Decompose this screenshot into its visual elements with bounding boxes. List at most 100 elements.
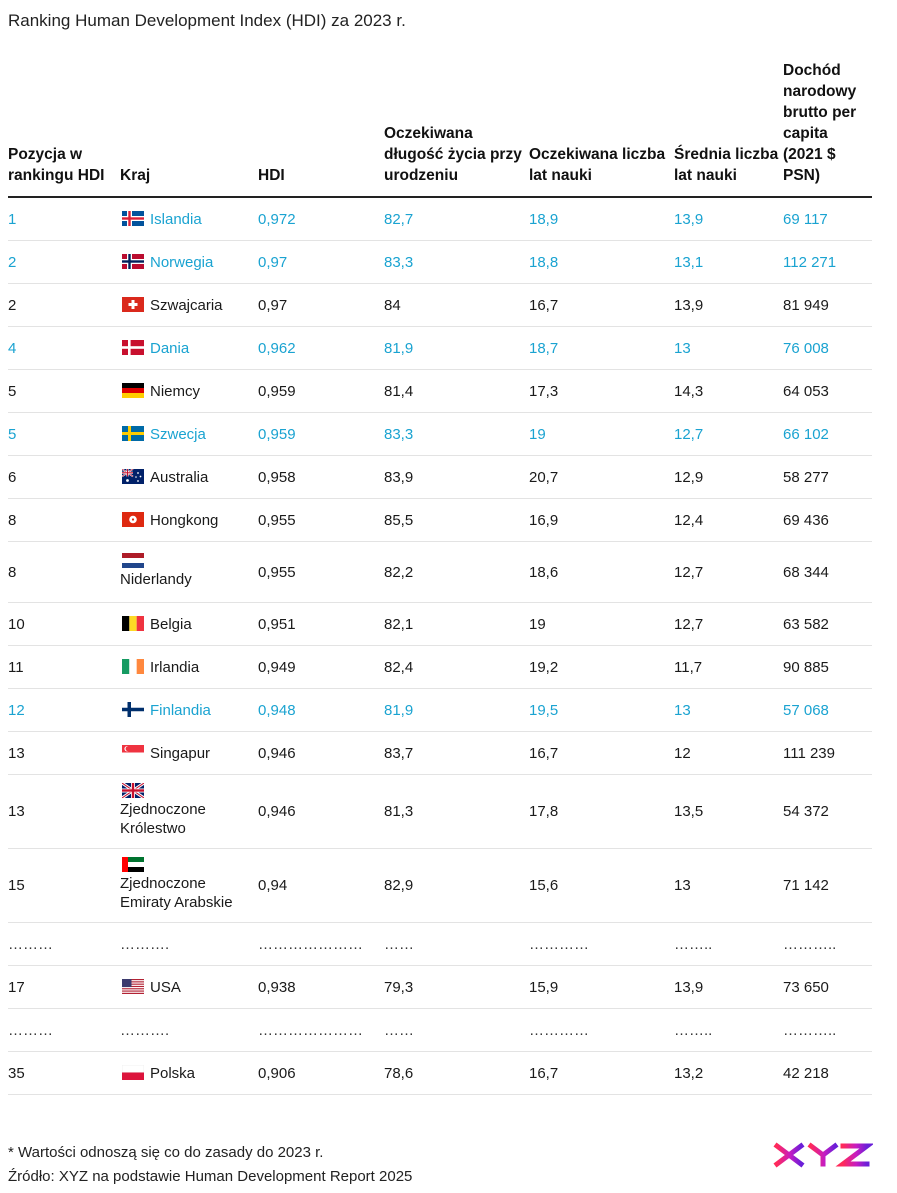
source-note: Źródło: XYZ na podstawie Human Developme…: [8, 1168, 413, 1185]
gni-cell: 68 344: [783, 541, 872, 603]
gni-cell: 63 582: [783, 602, 872, 646]
rank-cell: 12: [8, 688, 120, 732]
country-cell: Finlandia: [120, 688, 258, 732]
hdi-cell: 0,951: [258, 602, 384, 646]
expected-schooling-cell: 19,5: [529, 688, 674, 732]
australia-flag-icon: [122, 468, 144, 484]
header-hdi: HDI: [258, 60, 384, 198]
expected-schooling-cell: 16,7: [529, 283, 674, 327]
life-expectancy-cell: 81,9: [384, 688, 529, 732]
mean-schooling-cell: 13,1: [674, 240, 783, 284]
mean-schooling-cell: 13,2: [674, 1051, 783, 1095]
ellipsis-cell: ……….: [120, 1008, 258, 1052]
table-row: 13 Zjednoczone Królestwo 0,946 81,3 17,8 13,5…: [8, 774, 872, 849]
ellipsis-cell: ………..: [783, 1008, 872, 1052]
life-expectancy-cell: 85,5: [384, 498, 529, 542]
expected-schooling-cell: 15,9: [529, 965, 674, 1009]
rank-cell: 10: [8, 602, 120, 646]
gni-cell: 69 117: [783, 197, 872, 241]
hdi-cell: 0,958: [258, 455, 384, 499]
mean-schooling-cell: 13,5: [674, 774, 783, 849]
rank-cell: 13: [8, 731, 120, 775]
header-gni: Dochód narodowy brutto per capita (2021 …: [783, 60, 872, 198]
table-row: 5 Szwecja 0,959 83,3 19 12,7 66 102: [8, 412, 872, 456]
hdi-cell: 0,959: [258, 412, 384, 456]
table-row: 15 Zjednoczone Emiraty Arabskie 0,94 82,9 15…: [8, 848, 872, 923]
sweden-flag-icon: [122, 425, 144, 441]
mean-schooling-cell: 12: [674, 731, 783, 775]
header-mean-schooling: Średnia liczba lat nauki: [674, 60, 783, 198]
ellipsis-cell: ……….: [120, 922, 258, 966]
gni-cell: 69 436: [783, 498, 872, 542]
germany-flag-icon: [122, 382, 144, 398]
country-name: Niderlandy: [120, 571, 192, 588]
gni-cell: 58 277: [783, 455, 872, 499]
table-row: 11 Irlandia 0,949 82,4 19,2 11,7 90 885: [8, 645, 872, 689]
country-name: Dania: [150, 339, 190, 357]
iceland-flag-icon: [122, 210, 144, 226]
rank-cell: 1: [8, 197, 120, 241]
gni-cell: 42 218: [783, 1051, 872, 1095]
rank-cell: 13: [8, 774, 120, 849]
country-name: Irlandia: [150, 658, 200, 676]
expected-schooling-cell: 18,6: [529, 541, 674, 603]
rank-cell: 4: [8, 326, 120, 370]
country-cell: Szwecja: [120, 412, 258, 456]
expected-schooling-cell: 16,9: [529, 498, 674, 542]
life-expectancy-cell: 83,7: [384, 731, 529, 775]
gni-cell: 64 053: [783, 369, 872, 413]
ellipsis-cell: ……: [384, 922, 529, 966]
ellipsis-cell: …………………: [258, 922, 384, 966]
netherlands-flag-icon: [122, 553, 144, 568]
country-cell: Belgia: [120, 602, 258, 646]
country-name: Zjednoczone Emiraty Arabskie: [120, 875, 233, 911]
life-expectancy-cell: 81,9: [384, 326, 529, 370]
country-name: Hongkong: [150, 511, 219, 529]
expected-schooling-cell: 18,8: [529, 240, 674, 284]
table-row: 35 Polska 0,906 78,6 16,7 13,2 42 218: [8, 1051, 872, 1095]
country-cell: USA: [120, 965, 258, 1009]
ellipsis-cell: …………………: [258, 1008, 384, 1052]
usa-flag-icon: [122, 978, 144, 994]
hdi-cell: 0,97: [258, 240, 384, 284]
mean-schooling-cell: 13,9: [674, 197, 783, 241]
country-cell: Norwegia: [120, 240, 258, 284]
hdi-ranking-table: Pozycja w rankingu HDI Kraj HDI Oczekiwa…: [8, 60, 872, 1095]
life-expectancy-cell: 83,3: [384, 412, 529, 456]
rank-cell: 6: [8, 455, 120, 499]
header-rank: Pozycja w rankingu HDI: [8, 60, 120, 198]
table-row: 2 Szwajcaria 0,97 84 16,7 13,9 81 949: [8, 283, 872, 327]
mean-schooling-cell: 13,9: [674, 283, 783, 327]
table-row: 2 Norwegia 0,97 83,3 18,8 13,1 112 271: [8, 240, 872, 284]
ellipsis-cell: ………: [8, 1008, 120, 1052]
hdi-cell: 0,946: [258, 774, 384, 849]
mean-schooling-cell: 13,9: [674, 965, 783, 1009]
mean-schooling-cell: 13: [674, 848, 783, 923]
country-cell: Islandia: [120, 197, 258, 241]
ellipsis-cell: ………: [8, 922, 120, 966]
mean-schooling-cell: 12,7: [674, 541, 783, 603]
rank-cell: 11: [8, 645, 120, 689]
mean-schooling-cell: 12,7: [674, 412, 783, 456]
gni-cell: 112 271: [783, 240, 872, 284]
country-name: Szwajcaria: [150, 296, 223, 314]
gni-cell: 54 372: [783, 774, 872, 849]
table-header-row: Pozycja w rankingu HDI Kraj HDI Oczekiwa…: [8, 60, 872, 198]
mean-schooling-cell: 13: [674, 326, 783, 370]
rank-cell: 5: [8, 369, 120, 413]
rank-cell: 2: [8, 283, 120, 327]
rank-cell: 35: [8, 1051, 120, 1095]
mean-schooling-cell: 11,7: [674, 645, 783, 689]
country-cell: Zjednoczone Emiraty Arabskie: [120, 848, 258, 923]
country-name: Zjednoczone Królestwo: [120, 801, 206, 837]
page-title: Ranking Human Development Index (HDI) za…: [8, 11, 406, 30]
ellipsis-row: ……………….………………………………………..………..: [8, 1008, 872, 1052]
ellipsis-cell: ……..: [674, 1008, 783, 1052]
mean-schooling-cell: 12,4: [674, 498, 783, 542]
gni-cell: 66 102: [783, 412, 872, 456]
mean-schooling-cell: 14,3: [674, 369, 783, 413]
ellipsis-cell: ………..: [783, 922, 872, 966]
gni-cell: 90 885: [783, 645, 872, 689]
life-expectancy-cell: 82,1: [384, 602, 529, 646]
life-expectancy-cell: 81,4: [384, 369, 529, 413]
